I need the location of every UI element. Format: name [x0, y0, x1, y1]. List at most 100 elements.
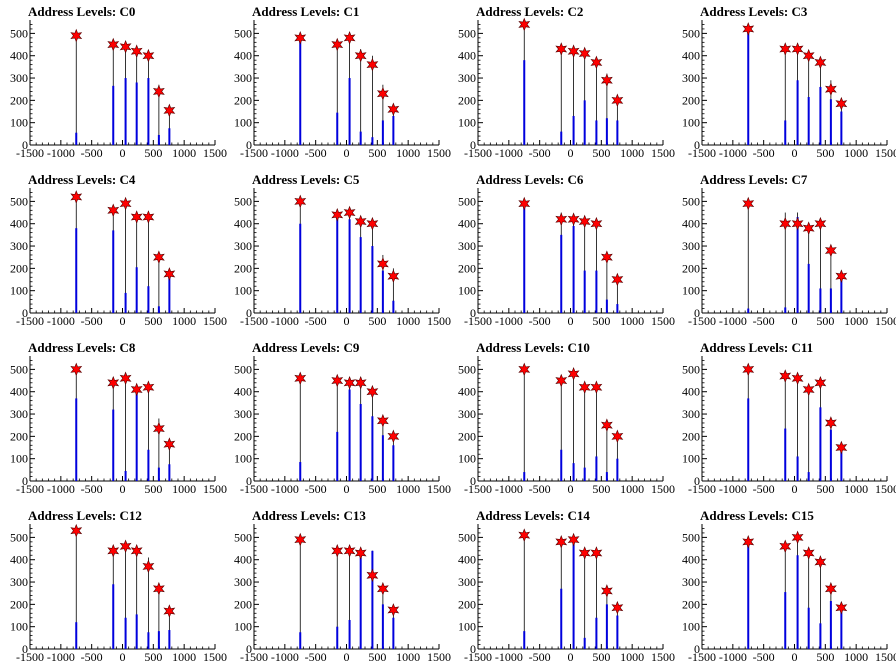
x-tick-label: 0	[120, 314, 126, 328]
peak-star	[343, 375, 356, 390]
peak-bar	[784, 592, 787, 649]
y-tick-label: 300	[458, 239, 476, 253]
peak-bar	[747, 541, 750, 649]
peak-star	[590, 55, 603, 70]
peak-bar	[819, 623, 822, 649]
peak-star	[578, 214, 591, 229]
y-tick-label: 400	[682, 217, 700, 231]
peak-bar	[112, 85, 115, 145]
y-tick-label: 200	[10, 261, 28, 275]
y-tick-label: 0	[22, 306, 28, 320]
y-tick-label: 100	[10, 116, 28, 130]
peak-star	[611, 429, 624, 444]
peak-bar	[616, 120, 619, 145]
y-tick-label: 200	[458, 597, 476, 611]
x-tick-label: 1000	[844, 314, 868, 328]
peak-star	[294, 31, 307, 45]
peak-bar	[605, 604, 608, 649]
peak-star	[611, 93, 624, 108]
peak-bar	[796, 217, 799, 313]
peak-star	[802, 546, 815, 560]
peak-star	[152, 84, 165, 99]
peak-star	[152, 421, 165, 436]
x-tick-label: -1500	[464, 482, 492, 496]
peak-bar	[392, 617, 395, 649]
peak-star	[152, 581, 165, 596]
peak-star	[802, 221, 815, 236]
x-tick-label: 1500	[875, 482, 896, 496]
y-tick-label: 0	[694, 642, 700, 656]
peak-star	[824, 82, 837, 97]
peak-star	[555, 42, 568, 56]
peak-bar	[124, 470, 127, 481]
y-tick-label: 400	[234, 553, 252, 567]
y-tick-label: 400	[458, 217, 476, 231]
x-tick-label: 500	[816, 650, 834, 664]
x-tick-label: 1500	[875, 314, 896, 328]
y-tick-label: 400	[458, 49, 476, 63]
peak-bar	[595, 617, 598, 649]
x-tick-label: -1000	[47, 482, 75, 496]
x-tick-label: -1000	[495, 314, 523, 328]
peak-star	[119, 539, 132, 554]
y-tick-label: 500	[458, 194, 476, 208]
peak-star	[130, 44, 143, 59]
peak-bar	[523, 60, 526, 145]
peak-star	[578, 380, 591, 395]
x-tick-label: -1000	[271, 650, 299, 664]
peak-star	[354, 546, 367, 560]
peak-star	[142, 559, 155, 574]
x-tick-label: 500	[592, 146, 610, 160]
peak-bar	[560, 131, 563, 145]
chart-plot: 0 100 200 300 400 500 -1500 -1000 -500 0 500 1000 15…	[458, 188, 675, 328]
peak-star	[163, 267, 176, 281]
peak-star	[387, 603, 400, 617]
x-tick-label: -500	[529, 482, 551, 496]
chart-title: Address Levels: C5	[252, 172, 360, 187]
y-tick-label: 100	[10, 620, 28, 634]
peak-bar	[807, 97, 810, 145]
x-tick-label: -1000	[495, 650, 523, 664]
peak-bar	[336, 431, 339, 481]
y-tick-label: 100	[458, 284, 476, 298]
peak-bar	[147, 78, 150, 145]
peak-star	[387, 429, 400, 444]
x-tick-label: 1000	[172, 146, 196, 160]
peak-star	[791, 371, 804, 386]
peak-star	[331, 37, 344, 52]
peak-star	[70, 362, 83, 377]
x-tick-label: -500	[753, 146, 775, 160]
peak-bar	[336, 112, 339, 145]
peak-bar	[840, 451, 843, 481]
peak-bar	[583, 467, 586, 481]
peak-star	[600, 250, 613, 265]
peak-star	[107, 375, 120, 390]
peak-star	[107, 203, 120, 218]
peak-bar	[157, 631, 160, 649]
y-tick-label: 300	[10, 407, 28, 421]
y-tick-label: 500	[10, 362, 28, 376]
x-tick-label: 0	[344, 146, 350, 160]
peak-bar	[359, 237, 362, 313]
peak-bar	[605, 472, 608, 481]
peak-star	[835, 96, 848, 111]
y-tick-label: 100	[682, 284, 700, 298]
peak-star	[387, 102, 400, 117]
x-tick-label: 0	[120, 146, 126, 160]
x-tick-label: -1500	[688, 650, 716, 664]
peak-bar	[840, 111, 843, 145]
x-tick-label: 1500	[651, 146, 675, 160]
chart-panel: Address Levels: C7 0 100 200 300 400 500 -1500-…	[672, 168, 896, 336]
peak-bar	[829, 99, 832, 145]
peak-star	[142, 210, 155, 224]
peak-star	[779, 42, 792, 56]
peak-star	[366, 57, 379, 72]
chart-title: Address Levels: C8	[28, 340, 136, 355]
peak-bar	[583, 270, 586, 313]
peak-bar	[784, 307, 787, 313]
chart-title: Address Levels: C12	[28, 508, 142, 523]
y-tick-label: 200	[234, 597, 252, 611]
y-tick-label: 100	[234, 620, 252, 634]
x-tick-label: 1000	[620, 146, 644, 160]
y-tick-label: 100	[234, 452, 252, 466]
